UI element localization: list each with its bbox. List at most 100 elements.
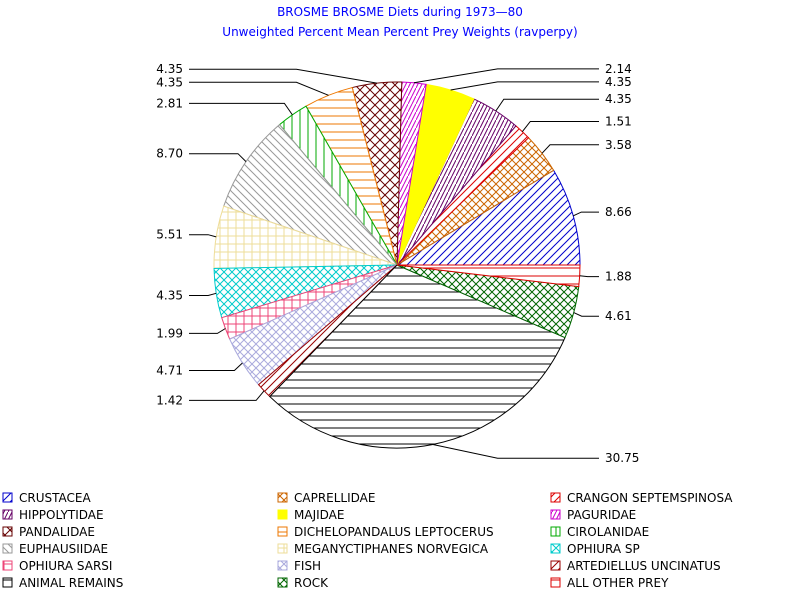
slice-label-artediellus-uncinatus: 1.42 [156,393,183,407]
legend-label-majidae: MAJIDAE [294,508,344,522]
leader-line-all-other-prey [579,275,599,278]
leader-line-crangon-septemspinosa [521,121,599,133]
legend-item-dichelopandalus-leptocerus: DICHELOPANDALUS LEPTOCERUS [277,525,494,539]
slice-label-meganyctiphanes-norvegica: 5.51 [156,228,183,242]
legend-item-animal-remains: ANIMAL REMAINS [2,576,123,590]
slice-label-animal-remains: 30.75 [605,451,639,465]
legend: CRUSTACEA CAPRELLIDAE CRANGON SEPTEMSPINOS… [2,491,733,590]
pie-slices [213,81,581,449]
legend-label-caprellidae: CAPRELLIDAE [294,491,375,505]
legend-swatch-crustacea [2,492,13,503]
legend-label-crangon-septemspinosa: CRANGON SEPTEMSPINOSA [567,491,733,505]
leader-line-dichelopandalus-leptocerus [189,81,329,96]
leader-line-ophiura-sarsi [189,328,226,334]
leader-line-ophiura-sp [189,292,217,296]
legend-swatch-majidae [277,509,288,520]
legend-label-fish: FISH [294,559,321,573]
legend-item-pandalidae: PANDALIDAE [2,525,95,539]
legend-swatch-crangon-septemspinosa [550,492,561,503]
legend-swatch-ophiura-sarsi [2,560,13,571]
slice-label-cirolanidae: 2.81 [156,96,183,110]
legend-label-all-other-prey: ALL OTHER PREY [567,576,669,590]
legend-item-artediellus-uncinatus: ARTEDIELLUS UNCINATUS [550,559,721,573]
slice-euphausiidae [223,123,399,267]
legend-swatch-ophiura-sp [550,543,561,554]
legend-label-meganyctiphanes-norvegica: MEGANYCTIPHANES NORVEGICA [294,542,489,556]
legend-item-fish: FISH [277,559,321,573]
slice-label-ophiura-sarsi: 1.99 [156,326,183,340]
slice-label-majidae: 4.35 [605,75,632,89]
legend-item-ophiura-sp: OPHIURA SP [550,542,640,556]
slice-label-hippolytidae: 4.35 [605,92,632,106]
slice-label-ophiura-sp: 4.35 [156,289,183,303]
legend-swatch-paguridae [550,509,561,520]
leader-line-crustacea [573,211,599,217]
legend-label-artediellus-uncinatus: ARTEDIELLUS UNCINATUS [567,559,721,573]
legend-item-crangon-septemspinosa: CRANGON SEPTEMSPINOSA [550,491,733,505]
legend-swatch-cirolanidae [550,526,561,537]
legend-item-meganyctiphanes-norvegica: MEGANYCTIPHANES NORVEGICA [277,542,489,556]
legend-label-dichelopandalus-leptocerus: DICHELOPANDALUS LEPTOCERUS [294,525,494,539]
chart-title: BROSME BROSME Diets during 1973—80 [277,5,523,19]
legend-item-hippolytidae: HIPPOLYTIDAE [2,508,104,522]
legend-item-all-other-prey: ALL OTHER PREY [550,576,669,590]
leader-line-cirolanidae [189,102,293,116]
slice-label-fish: 4.71 [156,363,183,377]
legend-swatch-artediellus-uncinatus [550,560,561,571]
legend-label-euphausiidae: EUPHAUSIIDAE [19,542,108,556]
slice-label-paguridae: 2.14 [605,62,632,76]
chart-subtitle: Unweighted Percent Mean Percent Prey Wei… [222,25,577,39]
leader-line-pandalidae [189,68,377,84]
slice-label-euphausiidae: 8.70 [156,147,183,161]
legend-label-crustacea: CRUSTACEA [19,491,91,505]
leader-line-artediellus-uncinatus [189,390,265,401]
legend-label-ophiura-sarsi: OPHIURA SARSI [19,559,112,573]
legend-swatch-fish [277,560,288,571]
leader-line-animal-remains [432,444,599,459]
legend-swatch-dichelopandalus-leptocerus [277,526,288,537]
slice-label-all-other-prey: 1.88 [605,270,632,284]
legend-item-paguridae: PAGURIDAE [550,508,636,522]
slice-label-dichelopandalus-leptocerus: 4.35 [156,75,183,89]
slice-all-other-prey [396,264,581,288]
legend-label-pandalidae: PANDALIDAE [19,525,95,539]
legend-swatch-hippolytidae [2,509,13,520]
leader-line-meganyctiphanes-norvegica [189,234,217,238]
legend-label-animal-remains: ANIMAL REMAINS [19,576,123,590]
leader-line-rock [573,312,599,317]
legend-item-cirolanidae: CIROLANIDAE [550,525,649,539]
slice-crustacea [395,169,581,266]
slice-label-pandalidae: 4.35 [156,62,183,76]
slice-label-crustacea: 8.66 [605,205,632,219]
legend-label-hippolytidae: HIPPOLYTIDAE [19,508,104,522]
legend-item-crustacea: CRUSTACEA [2,491,91,505]
slice-label-caprellidae: 3.58 [605,138,632,152]
leader-line-fish [189,362,243,371]
legend-swatch-all-other-prey [550,577,561,588]
legend-swatch-pandalidae [2,526,13,537]
leader-line-hippolytidae [495,98,599,112]
slice-labels: 8.663.581.514.354.352.144.354.352.818.70… [156,62,639,465]
legend-label-ophiura-sp: OPHIURA SP [567,542,640,556]
leader-line-paguridae [413,68,599,84]
leader-line-euphausiidae [189,153,247,162]
legend-item-rock: ROCK [277,576,329,590]
legend-swatch-rock [277,577,288,588]
legend-swatch-meganyctiphanes-norvegica [277,543,288,554]
legend-item-euphausiidae: EUPHAUSIIDAE [2,542,108,556]
leader-line-majidae [450,81,599,91]
leader-lines [189,68,599,459]
slice-label-rock: 4.61 [605,309,632,323]
legend-label-rock: ROCK [294,576,329,590]
slice-animal-remains [269,264,566,449]
legend-label-cirolanidae: CIROLANIDAE [567,525,649,539]
legend-label-paguridae: PAGURIDAE [567,508,636,522]
slice-label-crangon-septemspinosa: 1.51 [605,114,632,128]
legend-swatch-animal-remains [2,577,13,588]
leader-line-caprellidae [541,144,599,154]
legend-item-majidae: MAJIDAE [277,508,344,522]
legend-swatch-caprellidae [277,492,288,503]
legend-item-caprellidae: CAPRELLIDAE [277,491,375,505]
legend-item-ophiura-sarsi: OPHIURA SARSI [2,559,112,573]
